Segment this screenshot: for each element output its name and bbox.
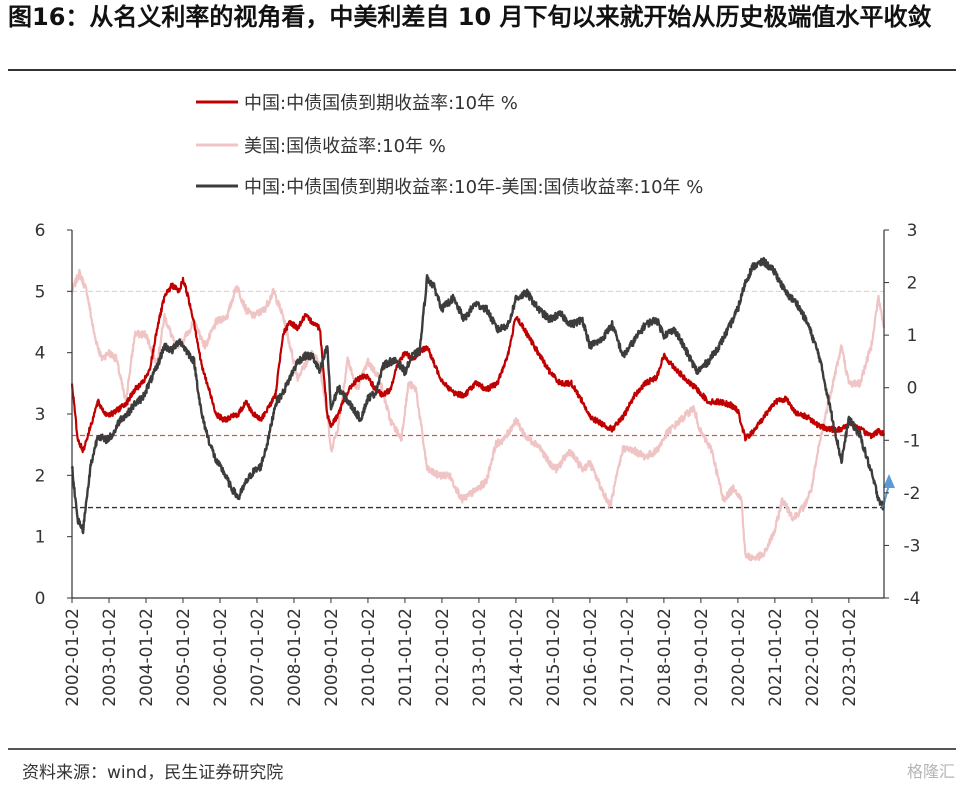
- left-tick-label: 2: [35, 466, 46, 486]
- right-tick-label: -3: [904, 536, 921, 556]
- x-tick-label: 2002-01-02: [63, 608, 83, 707]
- x-tick-label: 2012-01-02: [433, 608, 453, 707]
- legend-label-2: 美国:国债收益率:10年 %: [244, 136, 446, 157]
- legend-label-1: 中国:中债国债到期收益率:10年 %: [244, 93, 518, 114]
- x-tick-label: 2021-01-02: [766, 608, 786, 707]
- series-line-3: [70, 256, 885, 535]
- x-tick-label: 2011-01-02: [396, 608, 416, 707]
- x-tick-label: 2017-01-02: [618, 608, 638, 707]
- x-tick-label: 2008-01-02: [285, 608, 305, 707]
- left-tick-label: 0: [35, 589, 46, 609]
- source-note: 资料来源：wind，民生证券研究院: [22, 763, 284, 783]
- convergence-arrow-icon: [883, 474, 895, 488]
- legend-label-3: 中国:中债国债到期收益率:10年-美国:国债收益率:10年 %: [244, 177, 703, 198]
- source-divider: [8, 748, 956, 750]
- right-tick-label: 3: [907, 221, 918, 241]
- x-tick-label: 2006-01-02: [211, 608, 231, 707]
- x-tick-label: 2003-01-02: [100, 608, 120, 707]
- x-tick-label: 2023-01-02: [840, 608, 860, 707]
- left-tick-label: 5: [35, 282, 46, 302]
- x-tick-label: 2016-01-02: [581, 608, 601, 707]
- figure-title: 图16：从名义利率的视角看，中美利差自 10 月下旬以来就开始从历史极端值水平收…: [8, 3, 932, 31]
- left-tick-label: 4: [35, 344, 46, 364]
- x-tick-label: 2013-01-02: [470, 608, 490, 707]
- right-tick-label: 1: [907, 326, 918, 346]
- right-tick-label: 2: [907, 274, 918, 294]
- plot-area: [70, 256, 895, 562]
- right-tick-label: -2: [904, 484, 921, 504]
- x-tick-label: 2005-01-02: [174, 608, 194, 707]
- right-tick-label: 0: [907, 379, 918, 399]
- left-tick-label: 1: [35, 528, 46, 548]
- chart-axes: 0 1 2 3 4 5 6 -4 -3 -2 -1 0 1 2 3 2002-01-02 2003-01-02 2…: [35, 221, 921, 707]
- watermark-logo: 格隆汇: [906, 762, 955, 781]
- series-line-1: [70, 276, 886, 454]
- x-tick-label: 2004-01-02: [137, 608, 157, 707]
- x-tick-label: 2022-01-02: [803, 608, 823, 707]
- x-tick-label: 2007-01-02: [248, 608, 268, 707]
- x-tick-label: 2010-01-02: [359, 608, 379, 707]
- x-tick-label: 2015-01-02: [544, 608, 564, 707]
- x-tick-label: 2009-01-02: [322, 608, 342, 707]
- x-tick-label: 2019-01-02: [692, 608, 712, 707]
- title-divider: [8, 69, 956, 71]
- series-line-2: [70, 268, 886, 562]
- right-tick-label: -4: [904, 589, 921, 609]
- chart-legend: 中国:中债国债到期收益率:10年 % 美国:国债收益率:10年 % 中国:中债国债到…: [196, 93, 703, 198]
- x-tick-label: 2020-01-02: [729, 608, 749, 707]
- x-tick-label: 2014-01-02: [507, 608, 527, 707]
- x-tick-label: 2018-01-02: [655, 608, 675, 707]
- right-tick-label: -1: [904, 431, 921, 451]
- left-tick-label: 6: [35, 221, 46, 241]
- left-tick-label: 3: [35, 405, 46, 425]
